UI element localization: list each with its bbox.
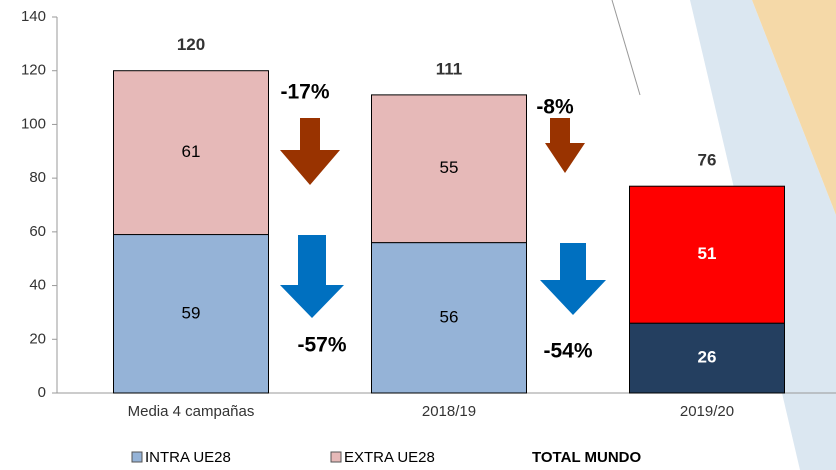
background-band bbox=[752, 0, 836, 215]
y-tick-label: 60 bbox=[29, 223, 46, 240]
y-tick-label: 120 bbox=[21, 62, 46, 79]
value-label: 61 bbox=[182, 142, 201, 161]
arrow bbox=[280, 235, 344, 318]
arrow bbox=[540, 243, 606, 315]
legend-swatch bbox=[330, 451, 342, 463]
y-tick-label: 20 bbox=[29, 330, 46, 347]
x-tick-label: 2018/19 bbox=[422, 403, 476, 420]
y-tick-label: 100 bbox=[21, 115, 46, 132]
value-label: 56 bbox=[440, 307, 459, 326]
y-tick-label: 40 bbox=[29, 277, 46, 294]
annotation: -8% bbox=[536, 96, 574, 119]
arrow bbox=[280, 118, 340, 185]
total-label: 76 bbox=[698, 151, 717, 170]
bar-segment bbox=[629, 185, 785, 324]
total-label: 120 bbox=[177, 35, 205, 54]
value-label: 51 bbox=[698, 244, 717, 263]
y-tick-label: 80 bbox=[29, 169, 46, 186]
bar-segment bbox=[113, 70, 269, 236]
total-label: 111 bbox=[436, 59, 463, 78]
x-tick-label: Media 4 campañas bbox=[128, 403, 255, 420]
x-tick-label: 2019/20 bbox=[680, 403, 734, 420]
bar-segment bbox=[113, 234, 269, 394]
y-tick-label: 0 bbox=[38, 384, 46, 401]
legend-label: EXTRA UE28 bbox=[344, 449, 435, 466]
value-label: 55 bbox=[440, 158, 459, 177]
decor-line bbox=[611, 0, 641, 96]
legend-label: INTRA UE28 bbox=[145, 449, 231, 466]
value-label: 59 bbox=[182, 303, 201, 322]
arrow bbox=[545, 118, 585, 173]
annotation: -54% bbox=[543, 340, 592, 363]
value-label: 26 bbox=[698, 348, 717, 367]
legend-swatch bbox=[131, 451, 143, 463]
annotation: -57% bbox=[297, 334, 346, 357]
bar-segment bbox=[371, 94, 527, 244]
legend-label: TOTAL MUNDO bbox=[532, 449, 641, 466]
bar-segment bbox=[371, 242, 527, 394]
annotation: -17% bbox=[280, 81, 329, 104]
y-tick-label: 140 bbox=[21, 8, 46, 25]
